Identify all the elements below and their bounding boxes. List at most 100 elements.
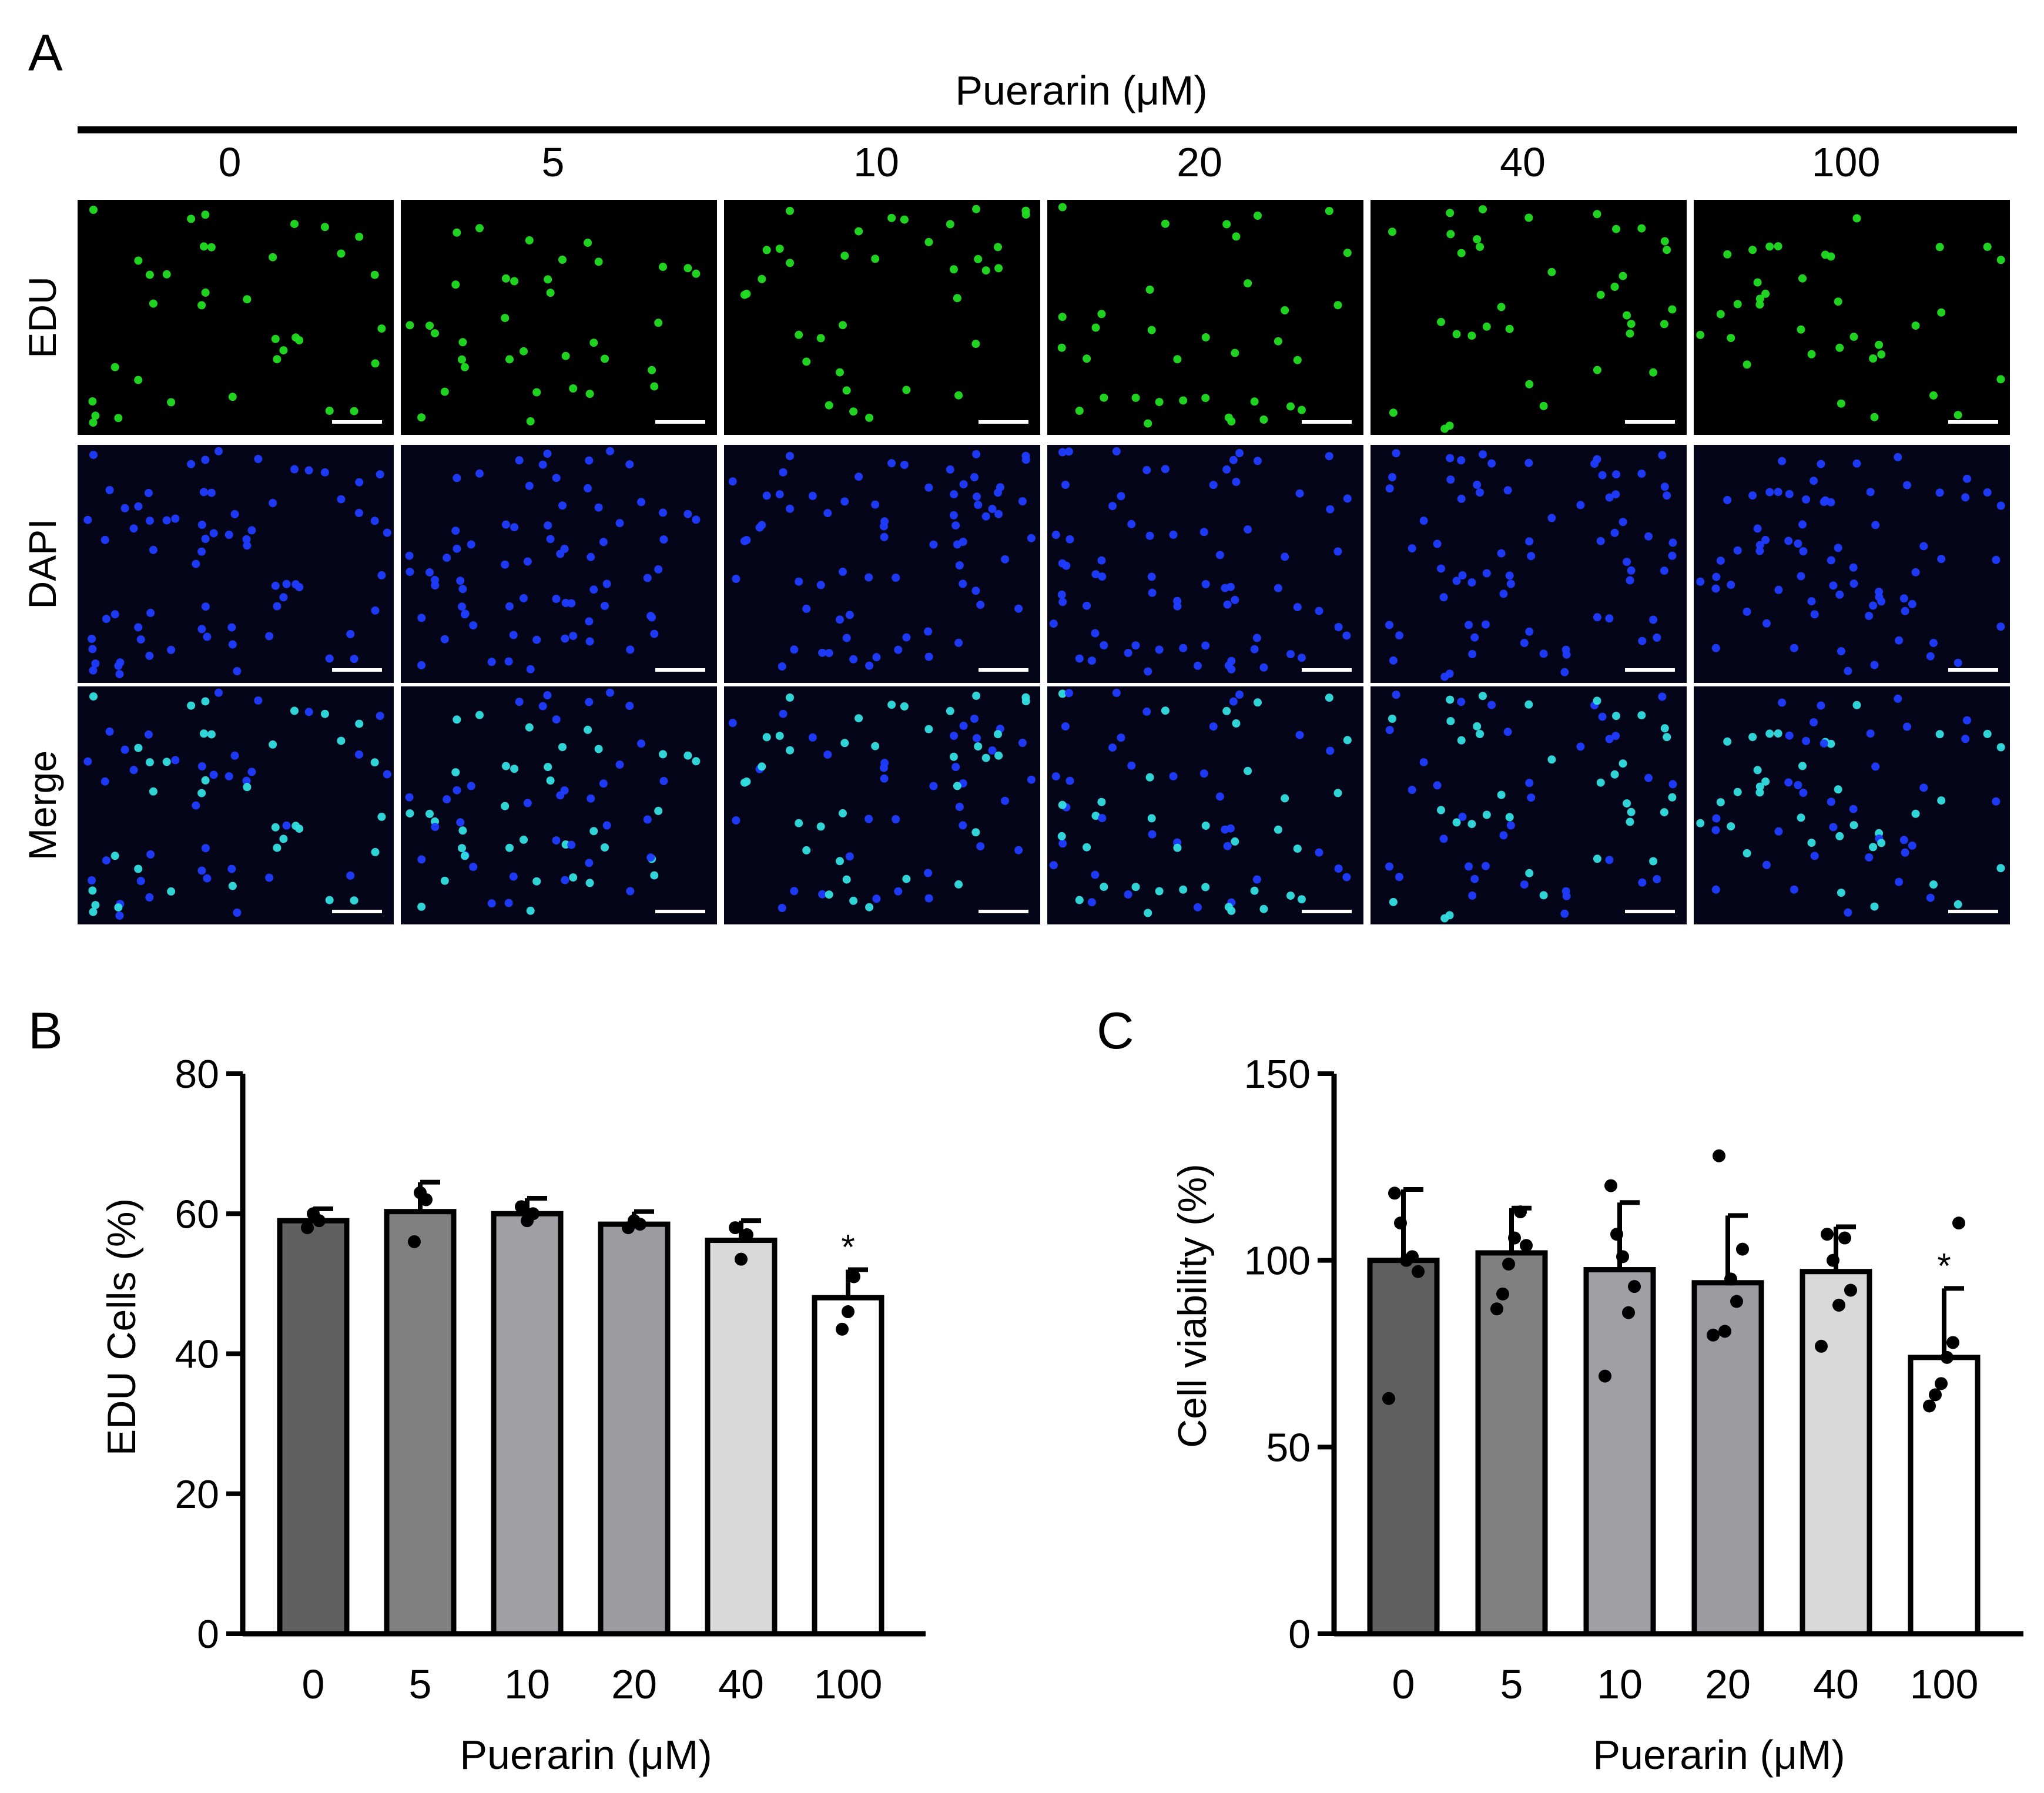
cell-nucleus: [1668, 551, 1677, 560]
cell-nucleus: [795, 819, 803, 827]
data-point: [1724, 1272, 1737, 1286]
cell-nucleus: [458, 826, 467, 835]
cell-nucleus: [1937, 555, 1946, 564]
cell-nucleus: [654, 319, 663, 327]
data-point: [515, 1200, 528, 1214]
cell-nucleus: [91, 659, 100, 668]
cell-nucleus: [1223, 600, 1232, 609]
cell-nucleus: [1894, 453, 1902, 461]
cell-nucleus: [325, 654, 334, 663]
cell-nucleus: [376, 712, 384, 720]
cell-nucleus: [775, 490, 784, 499]
cell-nucleus: [1199, 528, 1208, 537]
concentration-label: 0: [219, 139, 242, 185]
cell-nucleus: [417, 855, 426, 864]
cell-nucleus: [1389, 897, 1398, 906]
cell-nucleus: [1723, 737, 1732, 746]
cell-nucleus: [1953, 900, 1962, 909]
cell-nucleus: [149, 545, 158, 554]
cell-nucleus: [265, 632, 274, 641]
cell-nucleus: [192, 801, 200, 810]
x-tick-label: 40: [1813, 1661, 1859, 1707]
cell-nucleus: [1797, 325, 1805, 334]
cell-nucleus: [1250, 886, 1259, 895]
data-point: [1952, 1216, 1965, 1230]
cell-nucleus: [1439, 593, 1448, 602]
cell-nucleus: [1596, 290, 1605, 299]
cell-nucleus: [692, 515, 701, 524]
cell-nucleus: [1342, 873, 1351, 882]
cell-nucleus: [1723, 495, 1732, 504]
cell-nucleus: [145, 652, 154, 660]
cell-nucleus: [525, 236, 534, 244]
cell-nucleus: [453, 786, 461, 795]
cell-nucleus: [207, 488, 216, 497]
cell-nucleus: [1112, 689, 1121, 697]
data-point: [1713, 1149, 1725, 1162]
data-point: [1394, 1216, 1407, 1230]
cell-nucleus: [1935, 488, 1944, 497]
cell-nucleus: [971, 340, 980, 348]
cell-nucleus: [1593, 455, 1601, 464]
cell-nucleus: [532, 877, 541, 886]
cell-nucleus: [1437, 564, 1445, 573]
cell-nucleus: [197, 521, 206, 529]
cell-nucleus: [970, 473, 979, 481]
x-tick-label: 40: [718, 1661, 764, 1707]
cell-nucleus: [228, 882, 237, 890]
cell-nucleus: [1227, 906, 1236, 915]
cell-nucleus: [994, 730, 1002, 739]
cell-nucleus: [1539, 891, 1548, 900]
cell-nucleus: [1638, 878, 1647, 887]
cell-nucleus: [1807, 839, 1816, 847]
cell-nucleus: [1293, 603, 1302, 612]
cell-nucleus: [197, 625, 206, 634]
cell-nucleus: [643, 574, 652, 582]
cell-nucleus: [89, 451, 98, 460]
cell-nucleus: [659, 750, 667, 759]
data-point: [1821, 1228, 1834, 1241]
cell-nucleus: [1250, 645, 1259, 653]
cell-nucleus: [823, 509, 832, 518]
cell-nucleus: [1244, 525, 1252, 534]
cell-nucleus: [1058, 689, 1067, 698]
cell-nucleus: [762, 733, 771, 742]
cell-nucleus: [1254, 457, 1262, 465]
cell-nucleus: [134, 743, 143, 752]
cell-nucleus: [1100, 883, 1108, 891]
cell-nucleus: [1161, 706, 1170, 715]
cell-nucleus: [924, 725, 933, 733]
cell-nucleus: [625, 460, 634, 469]
cell-nucleus: [1626, 576, 1634, 585]
cell-nucleus: [880, 774, 889, 783]
cell-nucleus: [1018, 739, 1027, 747]
row-label: Merge: [21, 750, 64, 860]
cell-nucleus: [602, 579, 611, 588]
cell-nucleus: [1433, 781, 1442, 790]
cell-nucleus: [589, 827, 598, 836]
y-tick-label: 60: [175, 1192, 219, 1236]
cell-nucleus: [1711, 584, 1720, 593]
cell-nucleus: [1124, 890, 1132, 899]
cell-nucleus: [1653, 875, 1661, 883]
cell-nucleus: [1506, 579, 1515, 588]
cell-nucleus: [778, 904, 786, 912]
data-point: [1718, 1325, 1731, 1338]
significance-marker: *: [1937, 1246, 1951, 1285]
cell-nucleus: [1794, 781, 1802, 789]
cell-nucleus: [1755, 782, 1764, 791]
cell-nucleus: [1743, 849, 1751, 857]
cell-nucleus: [290, 465, 299, 474]
cell-nucleus: [902, 633, 911, 642]
cell-nucleus: [269, 740, 277, 749]
cell-nucleus: [1274, 825, 1282, 834]
cell-nucleus: [509, 631, 518, 639]
cell-nucleus: [453, 228, 461, 237]
cell-nucleus: [1201, 580, 1210, 588]
cell-nucleus: [1497, 549, 1506, 558]
cell-nucleus: [560, 545, 569, 553]
cell-nucleus: [1649, 368, 1658, 377]
cell-nucleus: [134, 502, 143, 511]
cell-nucleus: [1953, 658, 1962, 667]
cell-nucleus: [228, 640, 237, 649]
